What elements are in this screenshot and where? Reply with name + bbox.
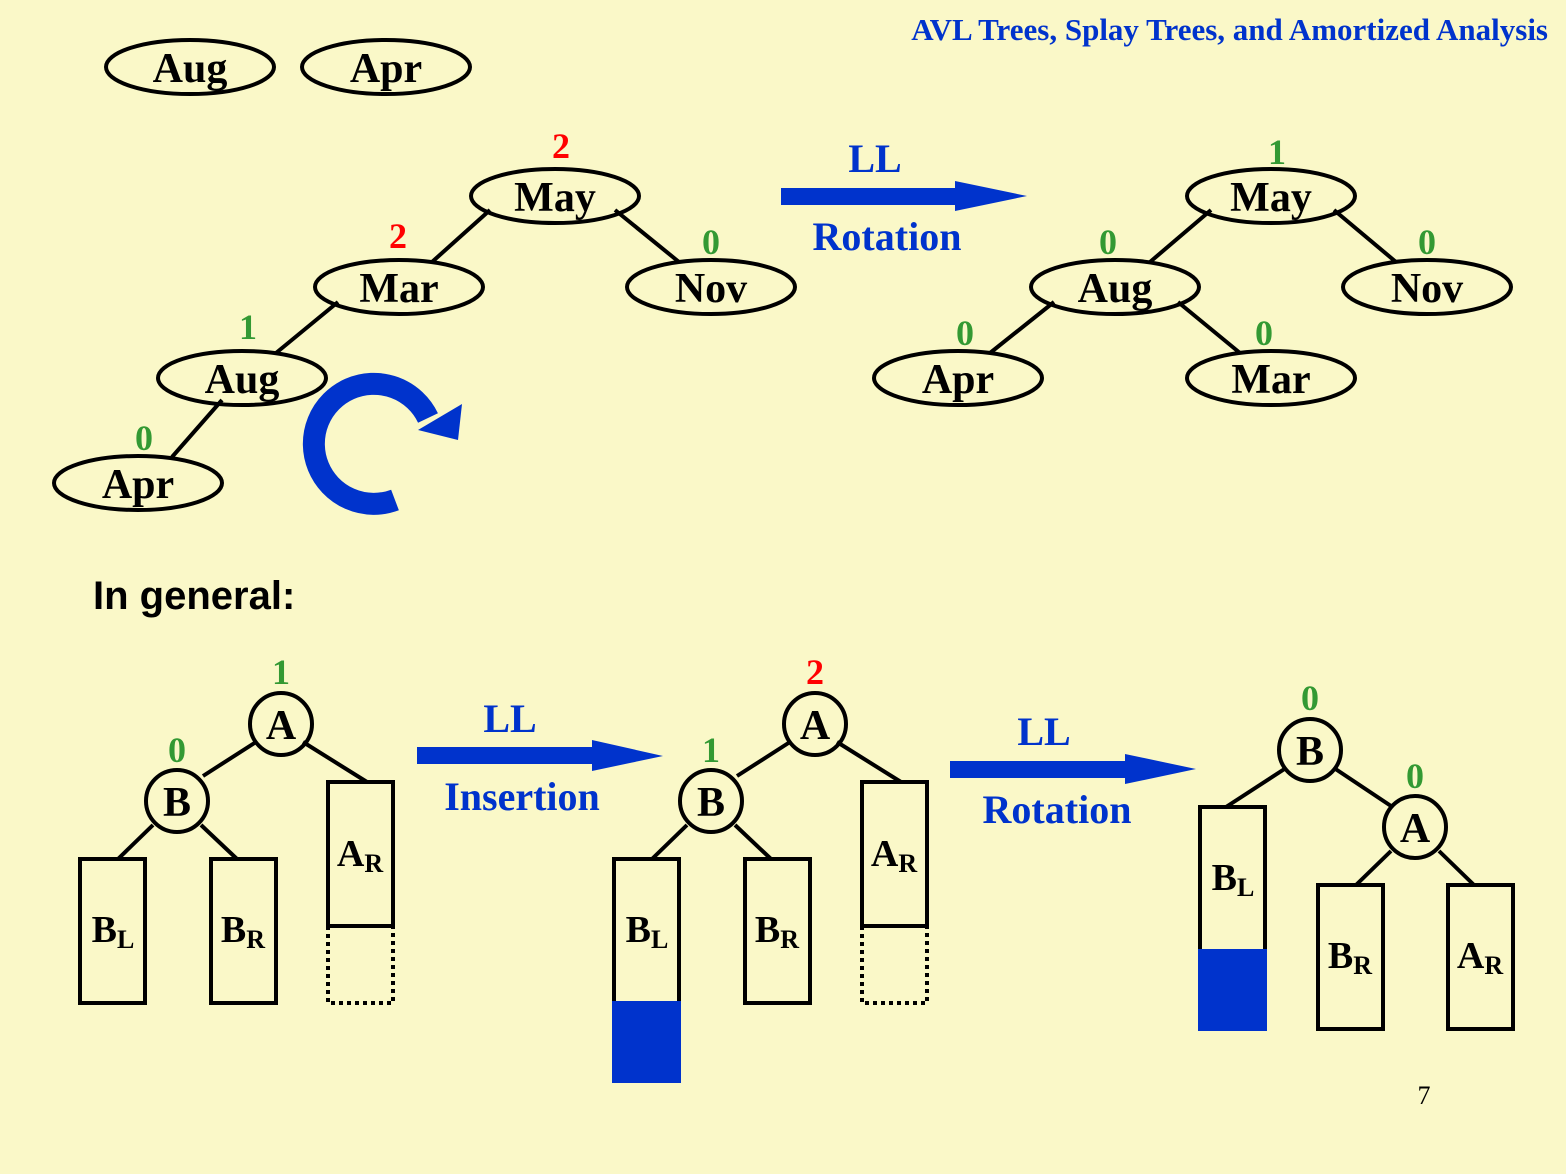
tree-node-mar: Mar 0 — [1185, 313, 1357, 407]
general-tree-after-insertion: A 2 B 1 AR BL BR — [612, 652, 929, 1083]
balance-factor: 0 — [1406, 756, 1424, 796]
node-label: Apr — [922, 357, 994, 403]
node-b: B 1 — [678, 730, 744, 834]
subtree-bl — [78, 857, 147, 1005]
sequence-node-aug: Aug — [104, 38, 276, 96]
tree-node-aug: Aug 0 — [1029, 222, 1201, 316]
node-a: A 2 — [782, 652, 848, 757]
arrow-label-bottom: Rotation — [983, 787, 1132, 832]
ll-insertion-arrow: LL Insertion — [417, 696, 663, 819]
subtree-label-bl: BL — [626, 909, 669, 954]
ll-rotation-arrow: LL Rotation — [781, 136, 1027, 259]
subtree-ar-growth — [860, 924, 929, 1005]
tree-after-rotation: May 1 Aug 0 Nov 0 Apr 0 Mar 0 — [872, 132, 1513, 407]
subtree-bl-growth — [612, 1001, 681, 1083]
balance-factor: 2 — [552, 126, 570, 166]
tree-node-apr: Apr 0 — [872, 313, 1044, 407]
node-label: Aug — [1078, 266, 1153, 312]
balance-factor: 2 — [806, 652, 824, 692]
node-label: Nov — [675, 266, 747, 312]
subtree-ar — [1446, 883, 1515, 1031]
node-label: Mar — [1231, 357, 1310, 403]
balance-factor: 0 — [1255, 313, 1273, 353]
sequence-node-label: Apr — [350, 46, 422, 92]
page-number: 7 — [1418, 1081, 1431, 1110]
slide-title: AVL Trees, Splay Trees, and Amortized An… — [911, 12, 1548, 47]
balance-factor: 0 — [956, 313, 974, 353]
node-b: B 0 — [144, 730, 210, 834]
balance-factor: 1 — [702, 730, 720, 770]
balance-factor: 1 — [1268, 132, 1286, 172]
node-label: Aug — [205, 357, 280, 403]
general-tree-after-rotation: B 0 A 0 BL BR AR — [1198, 678, 1515, 1031]
node-label: May — [1230, 175, 1312, 221]
subtree-bl-growth — [1198, 949, 1267, 1031]
ll-rotation-arrow-general: LL Rotation — [950, 709, 1196, 832]
arrow-label-top: LL — [848, 136, 901, 181]
balance-factor: 0 — [168, 730, 186, 770]
subtree-label-br: BR — [755, 909, 799, 954]
node-label: A — [800, 703, 831, 749]
sequence-node-apr: Apr — [300, 38, 472, 96]
node-label: B — [1296, 729, 1324, 775]
tree-node-aug: Aug 1 — [156, 307, 328, 407]
balance-factor: 2 — [389, 216, 407, 256]
subtree-ar-growth — [326, 924, 395, 1005]
balance-factor: 1 — [239, 307, 257, 347]
tree-node-nov: Nov 0 — [1341, 222, 1513, 316]
general-tree-initial: A 1 B 0 AR BL BR — [78, 652, 395, 1005]
node-label: Nov — [1391, 266, 1463, 312]
subtree-br — [1316, 883, 1385, 1031]
subtree-label-bl: BL — [92, 909, 135, 954]
arrow-label-top: LL — [483, 696, 536, 741]
insert-sequence: Aug Apr — [104, 38, 472, 96]
tree-node-apr: Apr 0 — [52, 418, 224, 512]
node-a: A 0 — [1382, 756, 1448, 860]
node-a: A 1 — [248, 652, 314, 757]
node-label: Mar — [359, 266, 438, 312]
tree-node-nov: Nov 0 — [625, 222, 797, 316]
node-label: A — [1400, 806, 1431, 852]
balance-factor: 0 — [1418, 222, 1436, 262]
balance-factor: 0 — [135, 418, 153, 458]
section-label: In general: — [93, 574, 295, 618]
tree-before-rotation: May 2 Mar 2 Nov 0 Aug 1 Apr 0 — [52, 126, 797, 512]
subtree-label-br: BR — [221, 909, 265, 954]
tree-node-mar: Mar 2 — [313, 216, 485, 316]
sequence-node-label: Aug — [153, 46, 228, 92]
tree-node-may: May 1 — [1185, 132, 1357, 225]
subtree-label-br: BR — [1328, 935, 1372, 980]
arrow-label-top: LL — [1017, 709, 1070, 754]
subtree-label-ar: AR — [1457, 935, 1503, 980]
subtree-label-ar: AR — [337, 833, 383, 878]
node-label: A — [266, 703, 297, 749]
tree-node-may: May 2 — [469, 126, 641, 225]
subtree-br — [743, 857, 812, 1005]
subtree-label-bl: BL — [1212, 857, 1255, 902]
balance-factor: 0 — [702, 222, 720, 262]
node-label: B — [697, 780, 725, 826]
subtree-label-ar: AR — [871, 833, 917, 878]
arrow-label-bottom: Rotation — [813, 214, 962, 259]
node-label: Apr — [102, 462, 174, 508]
arrow-label-bottom: Insertion — [444, 774, 600, 819]
balance-factor: 0 — [1301, 678, 1319, 718]
node-label: B — [163, 780, 191, 826]
subtree-br — [209, 857, 278, 1005]
balance-factor: 0 — [1099, 222, 1117, 262]
clockwise-rotation-icon — [302, 372, 462, 515]
node-b: B 0 — [1277, 678, 1343, 783]
node-label: May — [514, 175, 596, 221]
balance-factor: 1 — [272, 652, 290, 692]
